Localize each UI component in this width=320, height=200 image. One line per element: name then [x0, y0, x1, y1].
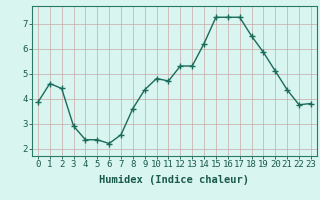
X-axis label: Humidex (Indice chaleur): Humidex (Indice chaleur): [100, 175, 249, 185]
